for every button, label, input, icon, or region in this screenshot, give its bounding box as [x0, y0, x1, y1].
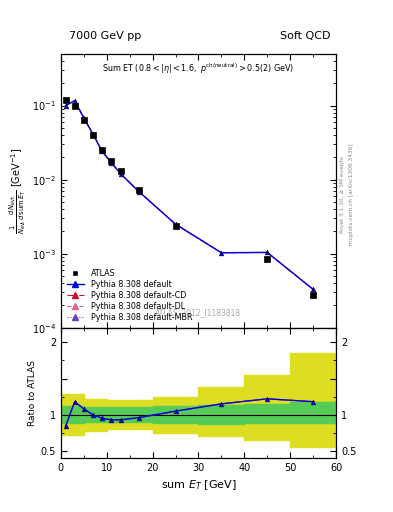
- Y-axis label: $\frac{1}{N_\mathsf{evt}}\frac{d\,N_\mathsf{evt}}{d\,\mathsf{sum}\,E_T}\ [\maths: $\frac{1}{N_\mathsf{evt}}\frac{d\,N_\mat…: [7, 147, 28, 234]
- Text: ATLAS_2012_I1183818: ATLAS_2012_I1183818: [155, 308, 242, 317]
- Text: Soft QCD: Soft QCD: [280, 31, 330, 41]
- Text: 7000 GeV pp: 7000 GeV pp: [69, 31, 141, 41]
- X-axis label: sum $E_T$ [GeV]: sum $E_T$ [GeV]: [161, 479, 236, 493]
- Text: mcplots.cern.ch [arXiv:1306.3436]: mcplots.cern.ch [arXiv:1306.3436]: [349, 144, 354, 245]
- Legend: ATLAS, Pythia 8.308 default, Pythia 8.308 default-CD, Pythia 8.308 default-DL, P: ATLAS, Pythia 8.308 default, Pythia 8.30…: [65, 267, 194, 324]
- Text: Sum ET $(0.8 < |\eta| < 1.6,\ p^{\mathsf{ch(neutral)}} > 0.5(2)\ \mathsf{GeV})$: Sum ET $(0.8 < |\eta| < 1.6,\ p^{\mathsf…: [102, 62, 295, 76]
- Text: Rivet 3.1.10, ≥ 3M events: Rivet 3.1.10, ≥ 3M events: [340, 156, 345, 233]
- Y-axis label: Ratio to ATLAS: Ratio to ATLAS: [28, 360, 37, 426]
